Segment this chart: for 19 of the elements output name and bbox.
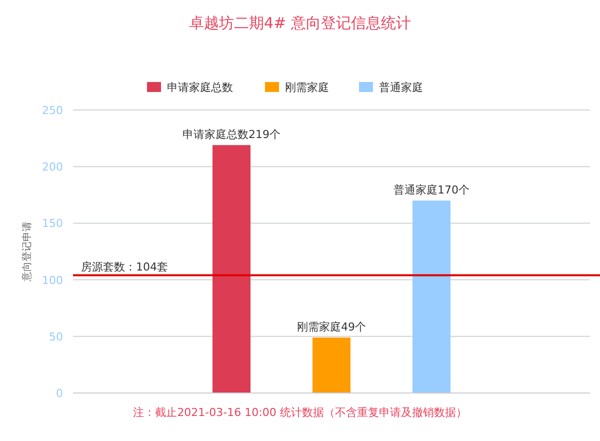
legend-label: 普通家庭 [379, 81, 423, 94]
bar [212, 145, 250, 393]
ref-line-label: 房源套数：104套 [81, 260, 168, 274]
data-label: 刚需家庭49个 [297, 320, 366, 334]
y-tick-label: 100 [42, 274, 63, 287]
legend-label: 申请家庭总数 [167, 81, 233, 94]
chart-title: 卓越坊二期4# 意向登记信息统计 [189, 14, 411, 32]
legend-label: 刚需家庭 [285, 81, 329, 94]
y-tick-label: 250 [42, 104, 63, 117]
y-tick-label: 200 [42, 160, 63, 174]
y-axis-title: 意向登记申请 [21, 222, 33, 282]
bar [412, 200, 450, 393]
data-label: 申请家庭总数219个 [182, 128, 280, 142]
y-tick-label: 150 [42, 217, 63, 230]
y-tick-label: 50 [49, 330, 63, 344]
text: 注：截止2021-03-16 10:00 统计数据（不含重复申请及撤销数据） [133, 406, 467, 419]
bar [312, 338, 350, 393]
y-tick-label: 0 [56, 387, 63, 400]
data-label: 普通家庭170个 [394, 184, 470, 197]
